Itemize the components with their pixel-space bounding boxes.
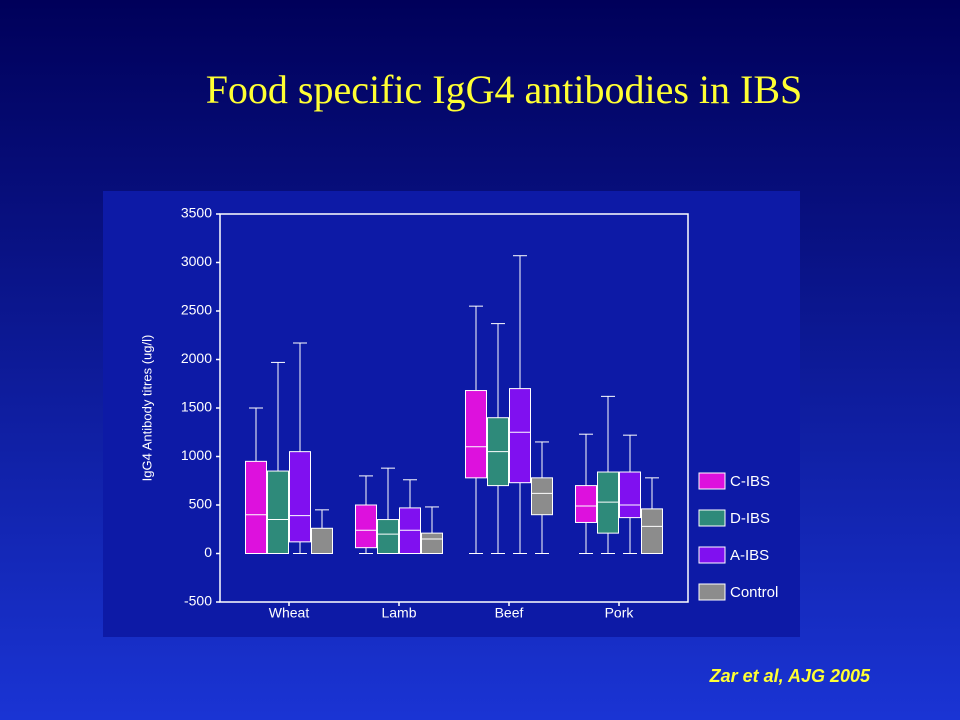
box (619, 471, 641, 519)
y-tick-label: 3000 (181, 253, 212, 269)
y-tick-label: 2500 (181, 302, 212, 318)
y-tick-label: 0 (204, 544, 212, 560)
y-tick-label: -500 (184, 593, 212, 609)
citation: Zar et al, AJG 2005 (709, 666, 871, 686)
box (355, 504, 377, 549)
y-tick-label: 3500 (181, 205, 212, 221)
x-tick-label: Beef (495, 605, 524, 621)
box (311, 527, 333, 555)
y-tick-label: 1000 (181, 447, 212, 463)
box (531, 477, 553, 516)
legend-swatch (698, 583, 726, 601)
box (465, 390, 487, 479)
box (245, 460, 267, 555)
box (377, 519, 399, 554)
box (421, 532, 443, 555)
x-tick-label: Lamb (381, 605, 416, 621)
legend-swatch (698, 472, 726, 490)
legend-label: Control (730, 584, 778, 601)
box (289, 451, 311, 543)
x-tick-label: Wheat (269, 605, 310, 621)
y-tick-label: 1500 (181, 399, 212, 415)
chart-title: Food specific IgG4 antibodies in IBS (206, 67, 803, 112)
x-tick-label: Pork (605, 605, 635, 621)
box (267, 470, 289, 554)
box (509, 388, 531, 484)
legend-swatch (698, 546, 726, 564)
chart-panel (103, 191, 800, 637)
y-tick-label: 500 (189, 496, 213, 512)
y-tick-label: 2000 (181, 350, 212, 366)
legend-swatch (698, 509, 726, 527)
box (641, 508, 663, 555)
legend-label: C-IBS (730, 473, 770, 490)
box (575, 485, 597, 523)
legend-label: D-IBS (730, 510, 770, 527)
y-axis-label: IgG4 Antibody titres (ug/l) (139, 335, 154, 482)
legend-label: A-IBS (730, 547, 769, 564)
